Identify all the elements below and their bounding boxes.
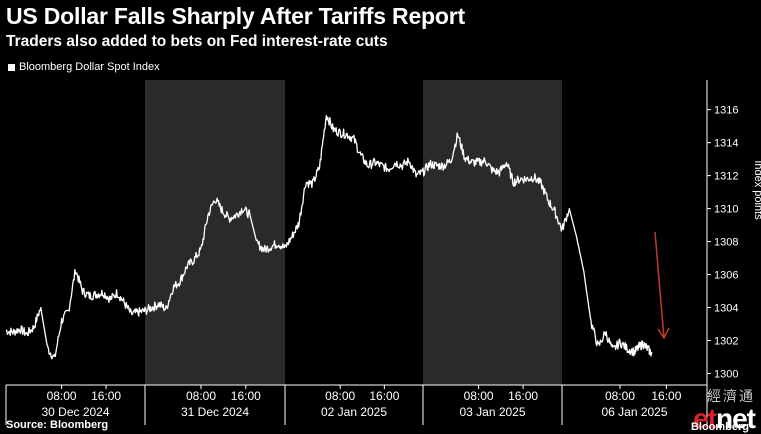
- y-tick-label: 1306: [714, 270, 738, 282]
- watermark-logo-b: net: [716, 403, 756, 434]
- x-tick-label: 08:00: [186, 389, 216, 403]
- source-note: Source: Bloomberg: [6, 419, 109, 431]
- bloomberg-brand: Bloomberg: [690, 421, 749, 433]
- session-shading: [145, 80, 285, 385]
- y-tick-label: 1300: [714, 368, 738, 380]
- annotation-arrow-shaft: [654, 231, 665, 339]
- x-tick-label: 16:00: [231, 389, 261, 403]
- x-tick-label: 08:00: [325, 389, 355, 403]
- chart-title: US Dollar Falls Sharply After Tariffs Re…: [6, 3, 465, 29]
- y-axis-title: Index points: [752, 160, 761, 220]
- x-tick-label: 16:00: [508, 389, 538, 403]
- y-tick-label: 1308: [714, 237, 738, 249]
- watermark-logo: etnet: [693, 403, 756, 434]
- series-line: [5, 115, 653, 360]
- watermark-chinese: 經濟通: [707, 389, 755, 405]
- x-tick-label: 16:00: [369, 389, 399, 403]
- session-label: 31 Dec 2024: [181, 405, 249, 419]
- session-label: 06 Jan 2025: [601, 405, 667, 419]
- y-tick-label: 1314: [714, 138, 738, 150]
- y-tick-label: 1316: [714, 105, 738, 117]
- x-tick-label: 16:00: [91, 389, 121, 403]
- x-tick-label: 08:00: [47, 389, 77, 403]
- session-label: 02 Jan 2025: [321, 405, 387, 419]
- watermark-logo-a: et: [693, 403, 717, 434]
- y-tick-label: 1304: [714, 303, 738, 315]
- x-tick-label: 08:00: [605, 389, 635, 403]
- chart-subtitle: Traders also added to bets on Fed intere…: [6, 33, 388, 50]
- annotation-arrow-head: [657, 327, 670, 340]
- session-label: 30 Dec 2024: [41, 405, 109, 419]
- y-tick-label: 1312: [714, 171, 738, 183]
- session-label: 03 Jan 2025: [459, 405, 525, 419]
- y-tick-label: 1302: [714, 335, 738, 347]
- x-tick-label: 16:00: [651, 389, 681, 403]
- legend-label: Bloomberg Dollar Spot Index: [19, 61, 160, 73]
- y-tick-label: 1310: [714, 204, 738, 216]
- session-shading: [423, 80, 562, 385]
- etnet-watermark: 經濟通 etnet: [693, 386, 756, 434]
- legend: Bloomberg Dollar Spot Index: [8, 61, 160, 73]
- x-tick-label: 08:00: [464, 389, 494, 403]
- legend-swatch: [8, 63, 15, 71]
